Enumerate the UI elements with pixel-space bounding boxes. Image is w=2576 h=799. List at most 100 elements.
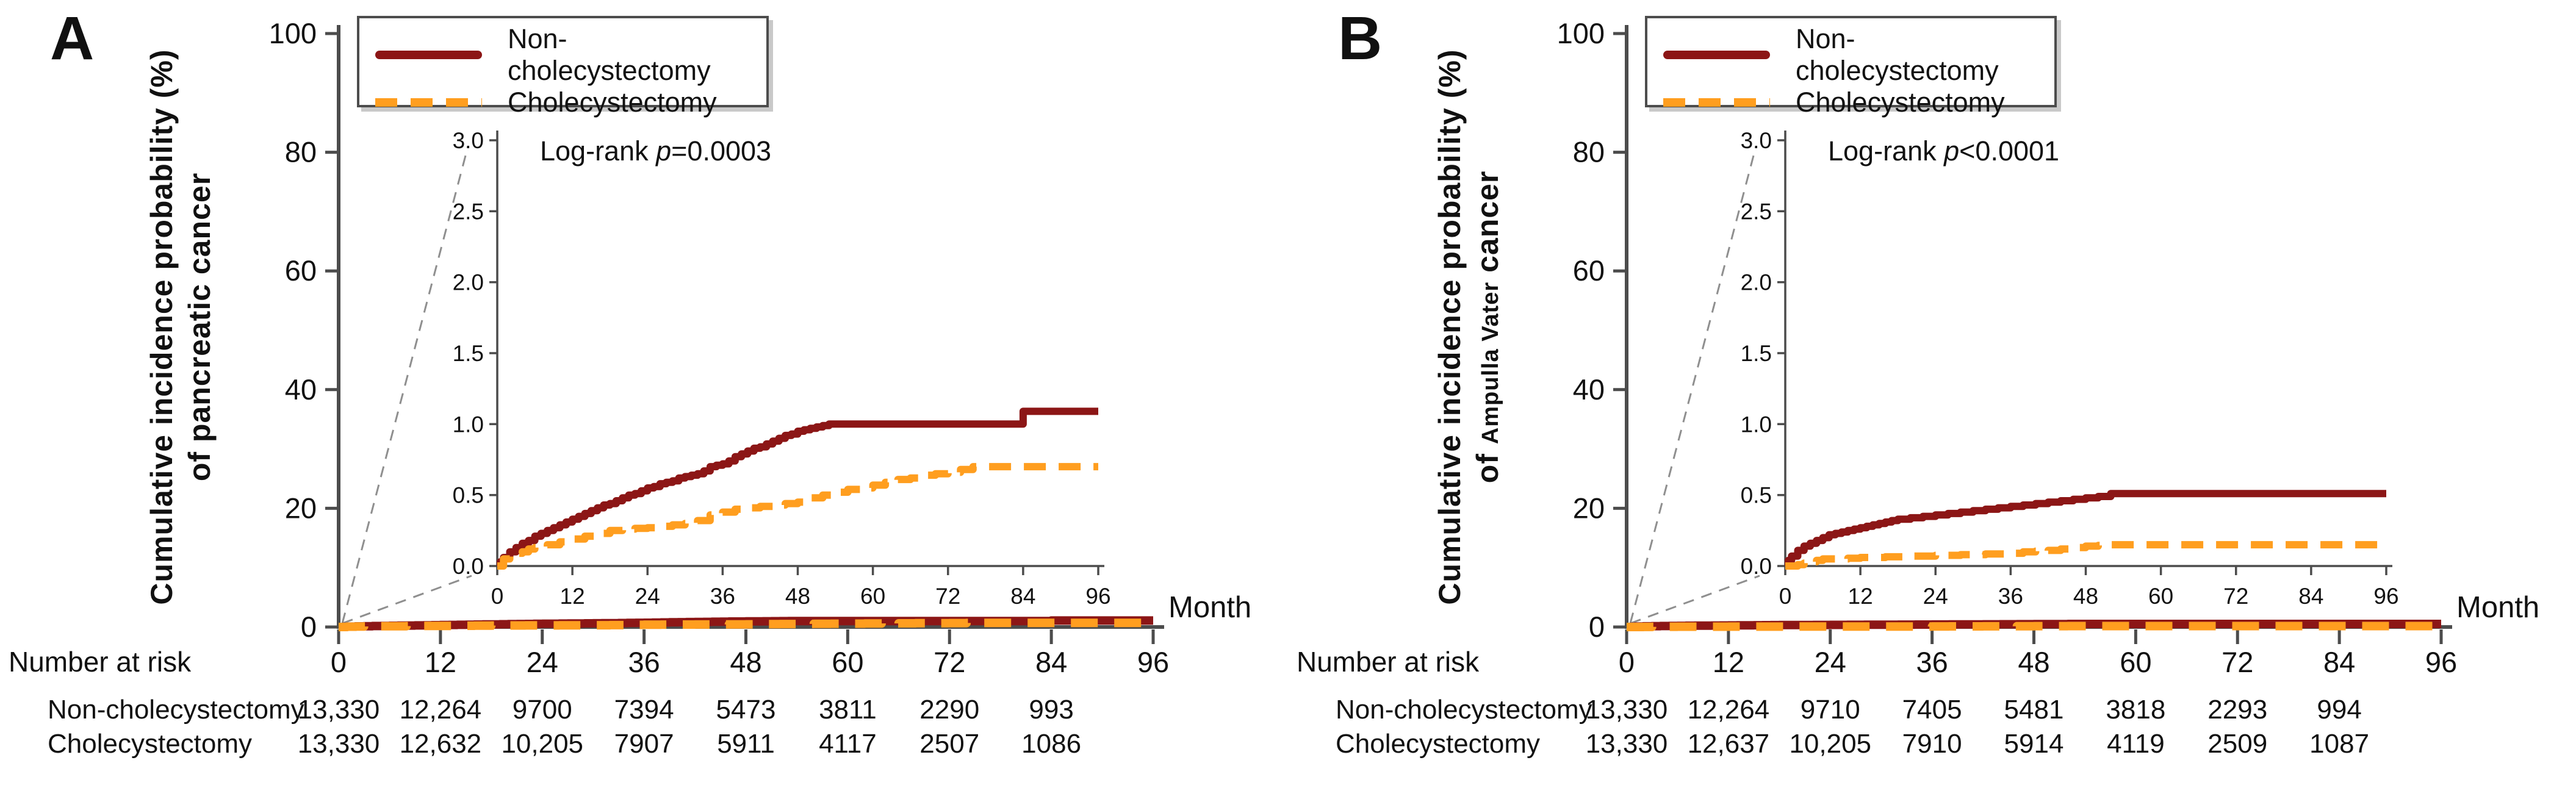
risk-value: 7910	[1902, 729, 1962, 759]
inset-y-tick-label: 3.0	[453, 128, 484, 153]
risk-value: 10,205	[501, 729, 583, 759]
panel-b-chart-svg: 0 20 40 60 80 100 0 12 24 36 48 60 72 84 96 0.0 0.5 1.0 1.…	[1336, 17, 2457, 759]
inset-y-tick-label: 0.0	[453, 554, 484, 579]
inset-y-tick-label: 2.0	[1741, 270, 1772, 295]
y-axis-label-line1: Cumulative incidence probability (%)	[145, 49, 179, 605]
inset-y-tick-label: 2.5	[1741, 199, 1772, 224]
main-x-tick-label: 48	[2018, 646, 2049, 678]
inset-y-tick-label: 0.5	[453, 483, 484, 508]
main-x-tick-label: 0	[331, 646, 347, 678]
risk-value: 3818	[2106, 695, 2165, 725]
inset-y-tick-label: 1.0	[1741, 412, 1772, 437]
risk-value: 993	[1029, 695, 1073, 725]
risk-value: 7907	[614, 729, 674, 759]
inset-x-tick-label: 12	[1848, 584, 1873, 609]
risk-value: 12,637	[1688, 729, 1770, 759]
risk-value: 13,330	[1586, 695, 1668, 725]
x-axis-label: Month	[2456, 591, 2540, 624]
zoom-connector-line	[1630, 575, 1760, 625]
inset-y-tick-label: 0.0	[1741, 554, 1772, 579]
inset-x-tick-label: 84	[1010, 584, 1035, 609]
risk-row-label: Cholecystectomy	[1336, 729, 1540, 759]
inset-x-tick-label: 60	[2148, 584, 2173, 609]
risk-value: 13,330	[1586, 729, 1668, 759]
main-y-tick-label: 60	[1573, 254, 1605, 287]
inset-y-tick-label: 3.0	[1741, 128, 1772, 153]
solid-line-sample	[375, 51, 482, 59]
main-x-tick-label: 24	[1815, 646, 1846, 678]
dashed-line-sample	[1663, 98, 1770, 107]
logrank-annotation: Log-rank p=0.0003	[540, 135, 772, 167]
legend: Non-cholecystectomy Cholecystectomy	[357, 16, 769, 118]
risk-value: 2507	[919, 729, 979, 759]
main-x-tick-label: 36	[1916, 646, 1948, 678]
legend: Non-cholecystectomy Cholecystectomy	[1645, 16, 2057, 118]
main-y-tick-label: 20	[285, 492, 317, 524]
risk-row-label: Non-cholecystectomy	[1336, 695, 1592, 725]
main-x-tick-label: 84	[1035, 646, 1067, 678]
inset-x-tick-label: 24	[635, 584, 660, 609]
inset-x-tick-label: 48	[2073, 584, 2098, 609]
risk-value: 5473	[716, 695, 776, 725]
main-x-tick-label: 48	[730, 646, 761, 678]
risk-value: 7405	[1902, 695, 1962, 725]
inset-x-tick-label: 96	[2373, 584, 2398, 609]
y-axis-label-line2: of pancreatic cancer	[182, 172, 217, 482]
main-y-tick-label: 100	[1557, 17, 1605, 49]
risk-row-label: Cholecystectomy	[48, 729, 252, 759]
main-y-tick-label: 40	[1573, 373, 1605, 406]
inset-curve-non-cholecystectomy	[497, 407, 1098, 570]
main-x-tick-label: 36	[628, 646, 660, 678]
number-at-risk-label: Number at risk	[1297, 646, 1480, 678]
main-x-tick-label: 72	[2222, 646, 2253, 678]
main-x-tick-label: 60	[2120, 646, 2151, 678]
y-axis-label-line2: of Ampulla Vater cancer	[1470, 170, 1505, 484]
risk-value: 2290	[919, 695, 979, 725]
main-x-tick-label: 96	[2425, 646, 2457, 678]
panel-a: 0 20 40 60 80 100 0 12 24 36 48 60 72 84 96 0.0 0.5 1.0 1.…	[9, 4, 1251, 759]
legend-item-cholecystectomy: Cholecystectomy	[1663, 87, 2054, 118]
inset-curve-cholecystectomy	[1785, 541, 2386, 570]
inset-x-tick-label: 84	[2298, 584, 2323, 609]
risk-value: 13,330	[298, 695, 380, 725]
main-y-tick-label: 60	[285, 254, 317, 287]
main-x-tick-label: 60	[832, 646, 863, 678]
inset-x-tick-label: 0	[491, 584, 504, 609]
inset-curve-non-cholecystectomy	[1785, 490, 2386, 570]
risk-value: 1087	[2309, 729, 2369, 759]
risk-value: 5914	[2004, 729, 2064, 759]
y-axis-label-line1: Cumulative incidence probability (%)	[1433, 49, 1467, 605]
risk-value: 12,264	[1688, 695, 1770, 725]
main-x-tick-label: 12	[1713, 646, 1744, 678]
risk-value: 12,264	[400, 695, 482, 725]
risk-row-label: Non-cholecystectomy	[48, 695, 304, 725]
main-y-tick-label: 20	[1573, 492, 1605, 524]
main-curve-cholecystectomy	[1627, 622, 2441, 631]
legend-label: Cholecystectomy	[1796, 87, 2005, 118]
risk-value: 2293	[2207, 695, 2267, 725]
inset-x-tick-label: 0	[1779, 584, 1792, 609]
inset-x-tick-label: 96	[1085, 584, 1110, 609]
inset-y-tick-label: 1.5	[453, 341, 484, 366]
legend-label: Non-cholecystectomy	[1796, 23, 1999, 86]
main-y-tick-label: 100	[269, 17, 317, 49]
risk-value: 4119	[2107, 729, 2165, 759]
risk-value: 10,205	[1789, 729, 1871, 759]
legend-item-non-cholecystectomy: Non-cholecystectomy	[1663, 23, 2054, 87]
risk-value: 994	[2317, 695, 2361, 725]
main-y-tick-label: 0	[301, 611, 317, 643]
solid-line-sample	[1663, 51, 1770, 59]
risk-value: 1086	[1021, 729, 1081, 759]
inset-y-tick-label: 2.0	[453, 270, 484, 295]
inset-x-tick-label: 48	[785, 584, 810, 609]
inset-x-tick-label: 24	[1923, 584, 1948, 609]
legend-item-non-cholecystectomy: Non-cholecystectomy	[375, 23, 766, 87]
legend-label: Cholecystectomy	[508, 87, 717, 118]
inset-x-tick-label: 12	[560, 584, 585, 609]
risk-value: 2509	[2207, 729, 2267, 759]
main-x-tick-label: 12	[425, 646, 456, 678]
risk-value: 5481	[2004, 695, 2064, 725]
risk-value: 13,330	[298, 729, 380, 759]
inset-x-tick-label: 72	[935, 584, 960, 609]
panel-b: 0 20 40 60 80 100 0 12 24 36 48 60 72 84 96 0.0 0.5 1.0 1.…	[1288, 0, 2576, 799]
